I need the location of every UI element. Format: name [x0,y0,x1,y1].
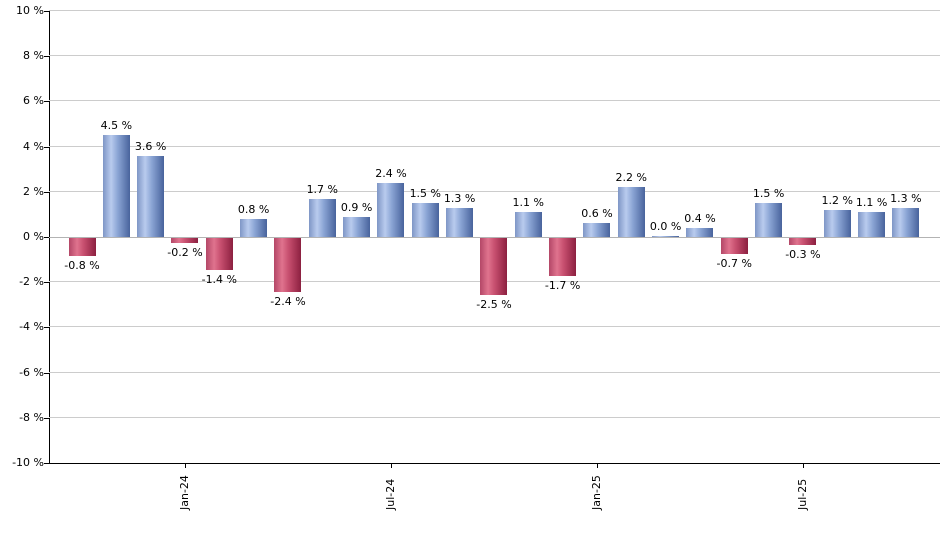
bar-value-label: -0.2 % [167,245,203,259]
bar-Apr-25 [686,227,714,237]
y-tick-label: -8 % [19,410,44,424]
y-tick-label: -4 % [19,320,44,334]
x-tick-label: Jan-25 [589,475,603,510]
bar-Jan-25 [583,223,611,237]
bar-value-label: -0.7 % [716,256,752,270]
bar-Jun-24 [343,216,371,237]
bar-Mar-25 [652,235,680,237]
y-tick-mark [44,417,49,419]
gridline [49,371,940,373]
bar-Dec-24 [549,238,577,277]
y-tick-label: 0 % [23,230,44,243]
bar-Nov-24 [514,212,542,237]
bar-Oct-25 [892,207,920,237]
y-tick-mark [44,11,49,12]
bar-value-label: 1.3 % [443,191,476,205]
bar-Sep-25 [858,212,886,237]
bar-value-label: 1.7 % [306,182,339,196]
bar-Mar-24 [240,218,268,237]
bar-Jul-24 [377,182,405,237]
bar-Jun-25 [755,203,783,237]
y-tick-mark [44,282,49,284]
y-tick-mark [44,56,49,58]
y-tick-label: 8 % [23,49,44,63]
bar-value-label: 1.5 % [409,187,442,201]
y-tick-mark [44,146,49,148]
y-tick-label: 10 % [16,4,44,17]
bar-value-label: -2.5 % [476,297,512,311]
bar-value-label: 0.4 % [684,211,716,225]
y-tick-label: 4 % [23,139,44,153]
gridline [49,326,940,328]
bar-May-25 [720,238,748,254]
x-tick-label: Jan-24 [177,475,191,510]
bar-value-label: 0.6 % [581,207,613,221]
bar-Aug-24 [411,203,439,237]
bar-value-label: -0.8 % [64,259,100,273]
bar-value-label: 2.2 % [615,171,647,185]
bar-value-label: 0.8 % [237,202,270,216]
bar-Apr-24 [274,238,302,293]
bar-value-label: 0.0 % [649,219,682,233]
bar-Dec-23 [137,155,165,237]
y-tick-label: -10 % [12,456,44,469]
x-tick-label: Jul-24 [383,478,397,510]
bar-Jan-24 [171,238,199,243]
bar-Nov-23 [102,135,130,237]
y-tick-label: -6 % [19,365,44,379]
gridline [49,190,940,192]
gridline [49,145,940,147]
gridline [49,416,940,418]
gridline [49,55,940,57]
bar-Jul-25 [789,238,817,245]
bar-value-label: 2.4 % [375,166,407,180]
bar-Feb-24 [205,238,233,270]
bar-Sep-24 [446,207,474,237]
x-axis-line [49,463,940,464]
y-tick-mark [44,463,49,464]
bar-value-label: 0.9 % [340,200,373,214]
bar-value-label: 3.6 % [134,139,167,153]
y-tick-label: -2 % [19,275,44,289]
bar-value-label: 1.1 % [512,196,544,210]
bar-Feb-25 [617,187,645,237]
x-tick-mark [802,463,804,468]
bar-value-label: -1.4 % [201,272,238,286]
zero-line [49,237,940,238]
y-tick-mark [44,191,49,193]
x-tick-mark [390,463,392,468]
y-tick-label: 2 % [23,184,44,198]
bar-value-label: -0.3 % [785,247,821,261]
gridline [49,100,940,102]
y-tick-mark [44,237,49,238]
x-tick-mark [596,463,598,468]
plot-area: -0.8 % 4.5 % 3.6 % -0.2 % -1.4 % 0.8 % -2.4 % 1… [49,10,940,463]
y-tick-mark [44,372,49,374]
y-tick-label: 6 % [23,94,44,108]
y-tick-mark [44,101,49,103]
bar-value-label: 1.3 % [890,191,922,205]
bar-value-label: 1.1 % [855,196,888,210]
bar-May-24 [308,198,336,237]
bar-Aug-25 [823,209,851,237]
gridline [49,10,940,11]
bar-value-label: 1.2 % [821,193,853,207]
bar-value-label: -1.7 % [544,279,581,293]
x-tick-mark [184,463,186,468]
x-tick-label: Jul-25 [795,478,809,510]
bar-Oct-23 [68,238,96,257]
y-tick-mark [44,327,49,329]
bar-Oct-24 [480,238,508,295]
bar-value-label: -2.4 % [270,295,306,309]
bar-value-label: 4.5 % [100,119,133,133]
bar-value-label: 1.5 % [752,187,785,201]
